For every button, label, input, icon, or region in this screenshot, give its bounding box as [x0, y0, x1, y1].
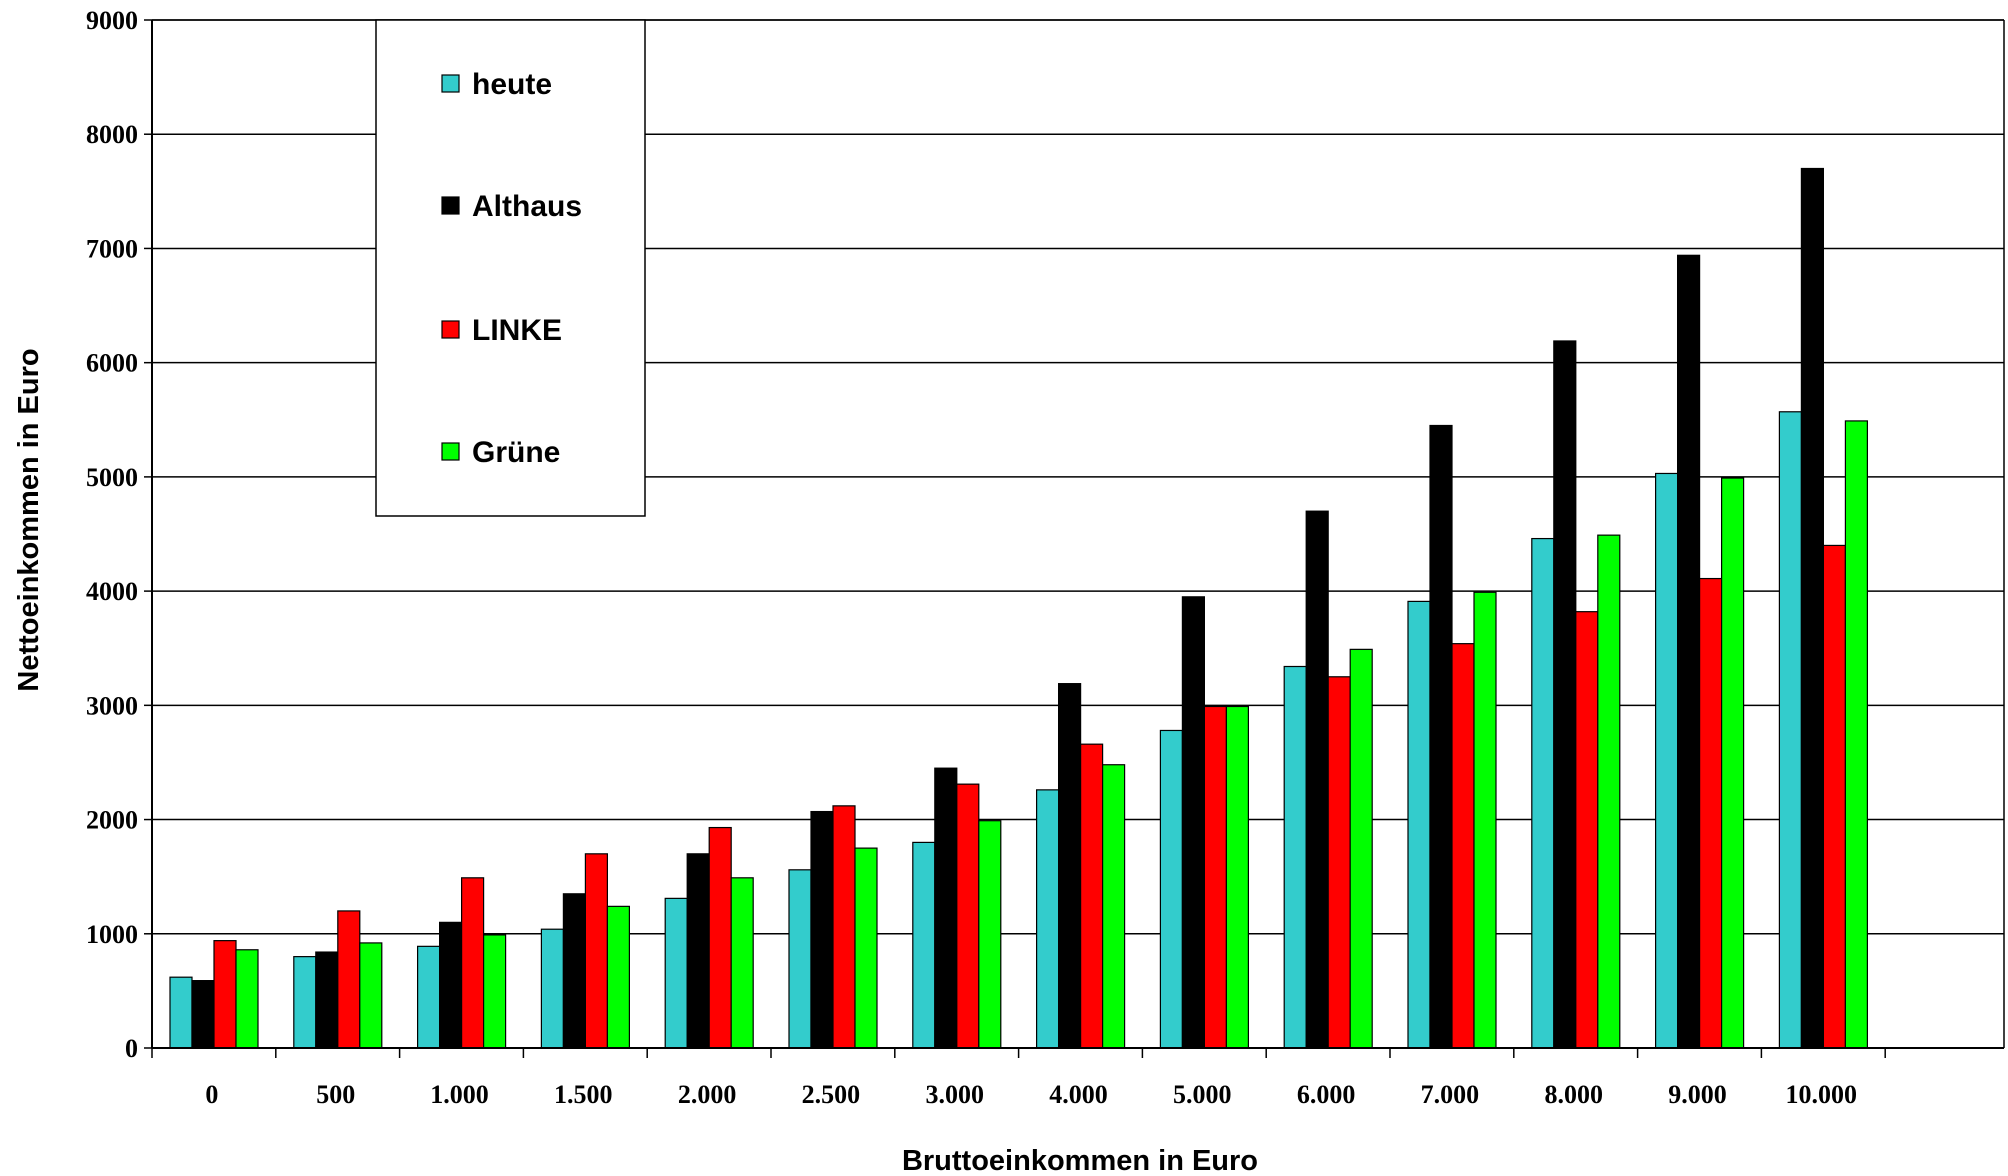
- bar-linke: [1327, 676, 1351, 1049]
- bar-althaus: [810, 810, 834, 1049]
- bar-heute: [169, 976, 193, 1049]
- x-tick-label: 1.500: [554, 1080, 613, 1109]
- y-tick-label: 9000: [86, 6, 138, 35]
- legend-label: heute: [472, 68, 552, 101]
- x-tick-label: 10.000: [1786, 1080, 1858, 1109]
- y-tick-label: 2000: [86, 806, 138, 835]
- bar-linke: [708, 826, 732, 1049]
- bar-gr-ne: [483, 934, 507, 1049]
- bar-linke: [1822, 544, 1847, 1049]
- bar-althaus: [1305, 510, 1329, 1049]
- bar-heute: [1407, 600, 1431, 1049]
- x-tick-label: 7.000: [1421, 1080, 1480, 1109]
- bar-heute: [417, 945, 441, 1049]
- bar-gr-ne: [730, 877, 754, 1049]
- bar-althaus: [686, 853, 710, 1049]
- legend-label: Althaus: [472, 190, 582, 223]
- bar-heute: [1531, 537, 1555, 1049]
- x-tick-label: 0: [205, 1080, 218, 1109]
- bar-althaus: [439, 921, 463, 1049]
- bar-gr-ne: [1844, 420, 1869, 1049]
- x-tick-label: 8.000: [1544, 1080, 1603, 1109]
- bar-althaus: [1181, 596, 1206, 1049]
- x-tick-label: 6.000: [1297, 1080, 1356, 1109]
- legend-swatch: [441, 196, 460, 215]
- x-tick-label: 3.000: [925, 1080, 984, 1109]
- bar-gr-ne: [359, 942, 383, 1049]
- bar-althaus: [562, 893, 587, 1049]
- y-tick-label: 3000: [86, 691, 138, 720]
- bar-gr-ne: [978, 820, 1002, 1049]
- bar-althaus: [1429, 424, 1453, 1049]
- x-tick-label: 500: [316, 1080, 355, 1109]
- bar-heute: [1159, 729, 1184, 1049]
- bar-gr-ne: [1473, 591, 1497, 1049]
- bar-gr-ne: [1597, 534, 1621, 1049]
- x-tick-label: 4.000: [1049, 1080, 1108, 1109]
- bar-heute: [912, 841, 936, 1049]
- bar-althaus: [1057, 683, 1082, 1049]
- bar-gr-ne: [854, 847, 878, 1049]
- bar-althaus: [315, 951, 339, 1049]
- bar-gr-ne: [1225, 705, 1250, 1049]
- bar-linke: [213, 940, 237, 1049]
- bar-linke: [584, 853, 609, 1049]
- y-tick-label: 0: [125, 1034, 138, 1063]
- x-axis-title: Bruttoeinkommen in Euro: [902, 1145, 1258, 1176]
- y-tick-label: 8000: [86, 120, 138, 149]
- bar-linke: [1575, 611, 1599, 1049]
- bar-linke: [1451, 643, 1475, 1049]
- y-tick-label: 5000: [86, 463, 138, 492]
- bar-althaus: [191, 980, 215, 1049]
- bar-heute: [293, 956, 317, 1049]
- bar-heute: [1283, 665, 1307, 1049]
- bar-althaus: [1676, 254, 1701, 1049]
- bar-althaus: [1800, 167, 1825, 1049]
- bar-heute: [1654, 472, 1679, 1049]
- bar-heute: [1778, 411, 1803, 1049]
- axes: 0 1000 2000 3000 4000 5000 6000 7000 8000 9000 0 50…: [86, 6, 2004, 1109]
- y-tick-label: 6000: [86, 349, 138, 378]
- x-tick-label: 2.000: [678, 1080, 737, 1109]
- legend-label: LINKE: [472, 314, 562, 347]
- legend-box: [375, 19, 646, 517]
- bar-gr-ne: [235, 949, 259, 1049]
- x-tick-label: 5.000: [1173, 1080, 1232, 1109]
- y-tick-label: 7000: [86, 234, 138, 263]
- x-tick-label: 9.000: [1668, 1080, 1727, 1109]
- x-tick-label: 1.000: [430, 1080, 489, 1109]
- bar-linke: [337, 910, 361, 1049]
- y-axis-title: Nettoeinkommen in Euro: [13, 348, 45, 691]
- bar-linke: [1079, 743, 1104, 1049]
- legend-swatch: [441, 320, 460, 339]
- legend-swatch: [441, 442, 460, 461]
- x-tick-label: 2.500: [802, 1080, 861, 1109]
- bar-linke: [1203, 705, 1228, 1049]
- bar-gr-ne: [606, 905, 631, 1049]
- bar-heute: [1035, 789, 1060, 1049]
- bar-heute: [788, 869, 812, 1049]
- bar-gr-ne: [1720, 477, 1745, 1049]
- y-tick-label: 1000: [86, 920, 138, 949]
- bar-gr-ne: [1349, 648, 1373, 1049]
- bar-heute: [664, 897, 688, 1049]
- bar-heute: [540, 928, 565, 1049]
- bars: [169, 167, 1869, 1049]
- legend-swatch: [441, 74, 460, 93]
- y-tick-label: 4000: [86, 577, 138, 606]
- legend-label: Grüne: [472, 436, 560, 469]
- bar-gr-ne: [1101, 764, 1126, 1049]
- bar-linke: [461, 877, 485, 1049]
- bar-althaus: [934, 767, 958, 1049]
- bar-althaus: [1553, 340, 1577, 1049]
- bar-linke: [956, 783, 980, 1049]
- bar-linke: [832, 805, 856, 1049]
- bar-linke: [1698, 577, 1723, 1049]
- legend: heute Althaus LINKE Grüne: [375, 19, 646, 517]
